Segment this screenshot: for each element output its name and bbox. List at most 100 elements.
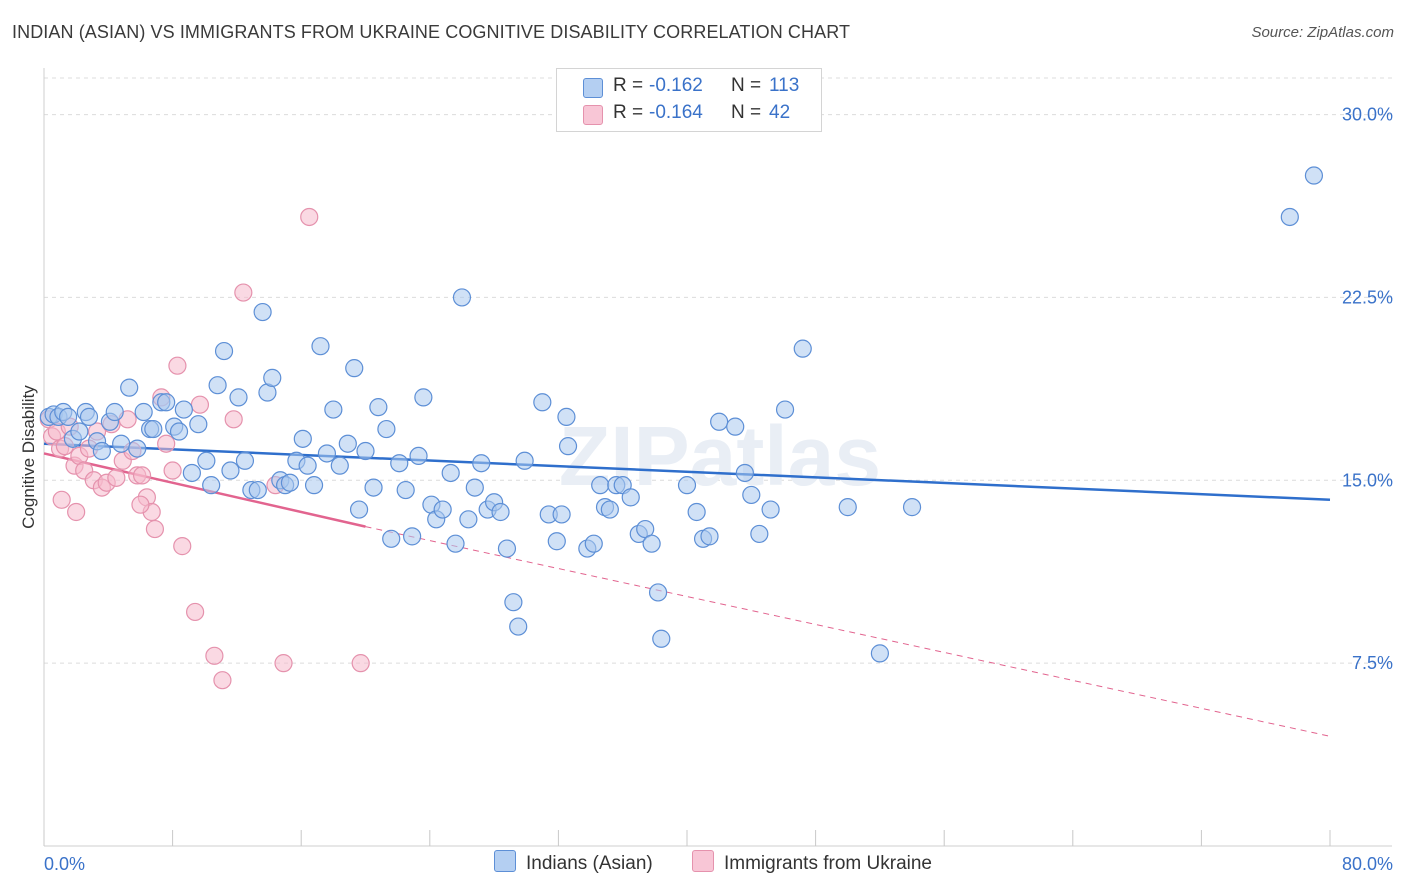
trend-line-indian bbox=[43, 442, 1331, 502]
point-indian bbox=[369, 398, 388, 417]
point-indian bbox=[793, 339, 812, 358]
point-indian bbox=[441, 463, 460, 483]
point-indian bbox=[345, 359, 364, 378]
point-indian bbox=[59, 407, 78, 426]
point-indian bbox=[197, 451, 216, 470]
point-ukraine bbox=[67, 502, 86, 522]
point-indian bbox=[92, 441, 111, 461]
y-tick-label: 30.0% bbox=[1342, 105, 1393, 125]
bottom-legend-ukraine: Immigrants from Ukraine bbox=[692, 850, 932, 875]
point-ukraine bbox=[173, 537, 192, 556]
point-ukraine bbox=[351, 654, 370, 673]
point-indian bbox=[298, 456, 317, 475]
x-tick-label-min: 0.0% bbox=[44, 854, 85, 874]
legend-r-value: -0.162 bbox=[649, 75, 703, 96]
point-indian bbox=[414, 388, 433, 407]
point-ukraine bbox=[190, 395, 210, 414]
point-ukraine bbox=[132, 466, 152, 485]
legend-n-value: 113 bbox=[769, 75, 800, 96]
point-indian bbox=[120, 378, 139, 397]
point-indian bbox=[229, 388, 248, 407]
point-indian bbox=[515, 451, 534, 470]
point-ukraine bbox=[107, 468, 126, 487]
point-indian bbox=[1304, 166, 1324, 185]
bottom-legend-swatch-pink bbox=[692, 850, 714, 872]
grid-lines bbox=[44, 77, 1392, 664]
point-indian bbox=[263, 368, 282, 387]
legend-swatch-pink bbox=[583, 105, 603, 125]
point-indian bbox=[509, 617, 528, 636]
point-indian bbox=[700, 527, 719, 546]
point-ukraine bbox=[52, 490, 71, 509]
point-indian bbox=[584, 534, 603, 553]
y-tick-label: 7.5% bbox=[1352, 653, 1393, 673]
point-indian bbox=[775, 400, 795, 419]
point-indian bbox=[169, 422, 189, 441]
point-indian bbox=[189, 415, 208, 434]
point-indian bbox=[902, 498, 922, 517]
series-indian-points bbox=[39, 166, 1324, 663]
bottom-legend-label: Immigrants from Ukraine bbox=[724, 853, 932, 874]
point-indian bbox=[208, 376, 227, 395]
point-indian bbox=[293, 429, 312, 448]
point-ukraine bbox=[186, 602, 205, 622]
point-indian bbox=[214, 341, 234, 361]
point-ukraine bbox=[234, 283, 253, 302]
point-indian bbox=[390, 454, 409, 473]
y-tick-label: 22.5% bbox=[1342, 287, 1393, 307]
point-ukraine bbox=[213, 671, 232, 690]
point-indian bbox=[70, 422, 89, 441]
point-indian bbox=[182, 463, 201, 483]
point-indian bbox=[600, 500, 619, 519]
y-tick-label: 15.0% bbox=[1342, 470, 1393, 490]
point-indian bbox=[144, 419, 163, 439]
y-axis-label: Cognitive Disability bbox=[19, 385, 38, 529]
point-indian bbox=[253, 302, 272, 322]
point-indian bbox=[642, 534, 661, 553]
point-indian bbox=[330, 456, 349, 475]
point-indian bbox=[235, 451, 255, 470]
point-indian bbox=[157, 393, 176, 412]
legend-r-label: R = bbox=[613, 75, 644, 96]
point-indian bbox=[870, 644, 890, 663]
bottom-legend-label: Indians (Asian) bbox=[526, 853, 653, 874]
point-indian bbox=[403, 527, 422, 546]
point-indian bbox=[491, 502, 510, 522]
point-indian bbox=[452, 288, 472, 307]
point-indian bbox=[311, 337, 330, 356]
point-ukraine bbox=[205, 646, 224, 665]
point-indian bbox=[128, 439, 147, 458]
legend-r-label: R = bbox=[613, 102, 644, 123]
legend-swatch-blue bbox=[583, 78, 603, 98]
point-indian bbox=[377, 419, 396, 439]
point-indian bbox=[174, 400, 193, 419]
point-indian bbox=[248, 480, 267, 500]
point-indian bbox=[79, 407, 99, 426]
bottom-legend-swatch-blue bbox=[494, 850, 516, 872]
x-tick-marks bbox=[43, 830, 1331, 846]
point-indian bbox=[648, 583, 668, 602]
point-indian bbox=[652, 629, 671, 648]
point-indian bbox=[533, 393, 552, 412]
point-indian bbox=[382, 529, 401, 548]
point-indian bbox=[465, 478, 484, 497]
series-ukraine-points bbox=[39, 207, 370, 690]
point-indian bbox=[547, 532, 566, 551]
point-indian bbox=[687, 502, 706, 522]
point-indian bbox=[324, 400, 343, 419]
point-indian bbox=[838, 498, 857, 517]
y-tick-labels: 7.5% 15.0% 22.5% 30.0% bbox=[1342, 105, 1393, 674]
point-indian bbox=[552, 505, 571, 524]
point-indian bbox=[557, 407, 576, 426]
trend-line-ukraine-extension bbox=[365, 526, 1331, 737]
point-indian bbox=[710, 412, 729, 431]
point-indian bbox=[364, 478, 383, 497]
point-ukraine bbox=[131, 495, 150, 514]
source-label: Source: ZipAtlas.com bbox=[1251, 24, 1394, 41]
bottom-legend-indian: Indians (Asian) bbox=[494, 850, 653, 875]
point-ukraine bbox=[224, 410, 243, 429]
legend-n-label: N = bbox=[731, 102, 762, 123]
point-indian bbox=[349, 500, 369, 519]
point-indian bbox=[558, 437, 578, 456]
point-ukraine bbox=[145, 519, 165, 539]
